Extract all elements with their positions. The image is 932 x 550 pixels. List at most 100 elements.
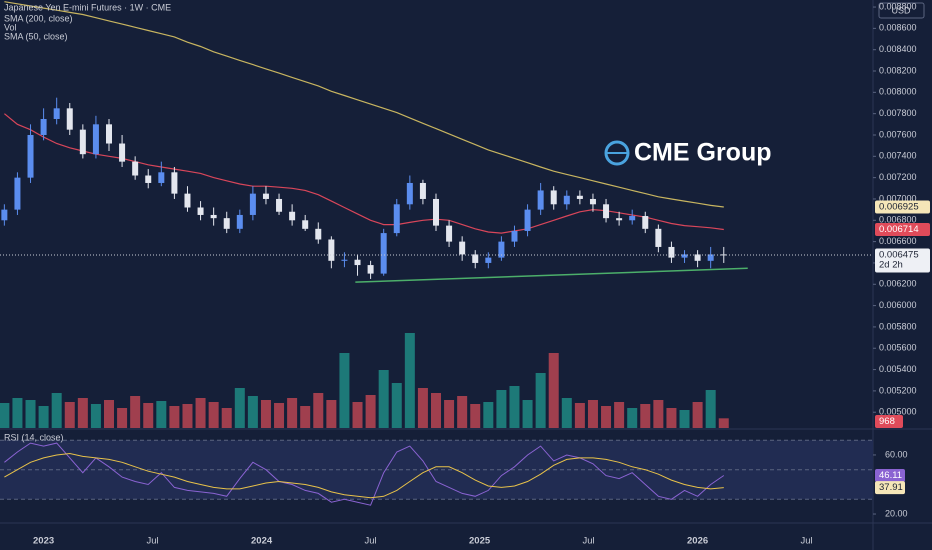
y-tick-label: 0.008400 bbox=[879, 44, 917, 54]
candle-body bbox=[53, 108, 60, 119]
volume-bar bbox=[666, 408, 677, 428]
volume-bar bbox=[300, 406, 311, 428]
rsi-tag-box bbox=[875, 468, 905, 482]
y-tick-label: 0.005600 bbox=[879, 343, 917, 353]
volume-bar bbox=[208, 402, 219, 428]
volume-bar bbox=[679, 410, 690, 428]
y-tick-label: 0.007800 bbox=[879, 108, 917, 118]
candle-body bbox=[433, 198, 439, 226]
candle-body bbox=[472, 254, 479, 263]
last-price-box bbox=[875, 248, 930, 273]
y-tick-label: 0.006200 bbox=[879, 279, 917, 289]
volume-bar bbox=[431, 393, 441, 428]
candle-body bbox=[315, 228, 322, 240]
x-tick-label: 2024 bbox=[251, 536, 273, 547]
y-tick-label: 0.006600 bbox=[879, 236, 917, 246]
y-tick-label: 0.006000 bbox=[879, 300, 917, 310]
rsi-title: RSI (14, close) bbox=[4, 432, 64, 442]
volume-bar bbox=[404, 333, 415, 428]
candle-body bbox=[668, 246, 675, 258]
volume-bar bbox=[195, 398, 206, 428]
volume-tag: 968 bbox=[879, 416, 895, 427]
candle-body bbox=[681, 254, 688, 258]
sma-tag: 0.006714 bbox=[879, 224, 919, 235]
candle-body bbox=[367, 265, 374, 274]
y-tick-label: 0.005000 bbox=[879, 407, 917, 417]
candle-body bbox=[589, 198, 596, 205]
candle-body bbox=[40, 118, 47, 135]
candle-body bbox=[511, 230, 518, 242]
y-tick-label: 0.007400 bbox=[879, 151, 917, 161]
volume-bar bbox=[64, 402, 75, 428]
rsi-line bbox=[4, 452, 724, 499]
volume-bar bbox=[417, 388, 428, 428]
volume-bar bbox=[378, 370, 389, 428]
candle-body bbox=[550, 190, 557, 205]
candle-body bbox=[171, 172, 178, 194]
rsi-line bbox=[4, 442, 725, 506]
volume-bar bbox=[156, 401, 167, 428]
y-tick-label: 0.005800 bbox=[879, 321, 917, 331]
x-tick-label: 2026 bbox=[687, 536, 708, 547]
logo: CME Group bbox=[604, 139, 772, 167]
volume-bar bbox=[0, 403, 10, 428]
candle-body bbox=[145, 175, 152, 183]
volume-bar bbox=[444, 400, 455, 428]
candle-body bbox=[393, 204, 400, 234]
candle-body bbox=[92, 124, 99, 155]
candle-body bbox=[354, 259, 361, 266]
volume-bar bbox=[535, 373, 546, 428]
candle-body bbox=[27, 134, 34, 178]
volume-bar bbox=[25, 400, 36, 428]
volume-bar bbox=[339, 353, 350, 428]
volume-bar bbox=[117, 408, 128, 428]
currency[interactable]: USD bbox=[891, 5, 911, 15]
y-tick-label: 0.008800 bbox=[879, 1, 917, 11]
candle-body bbox=[576, 195, 583, 199]
volume-bar bbox=[182, 404, 193, 428]
candle-body bbox=[210, 214, 217, 219]
sma-tag-box bbox=[875, 222, 930, 236]
candle-body bbox=[498, 241, 505, 258]
volume-bar bbox=[718, 418, 729, 428]
volume-bar bbox=[234, 388, 245, 428]
volume-bar bbox=[653, 400, 664, 428]
countdown: 2d 2h bbox=[879, 259, 903, 270]
candle-body bbox=[14, 177, 21, 210]
volume-bar bbox=[51, 393, 62, 428]
candle-body bbox=[380, 233, 387, 274]
candle-body bbox=[249, 193, 256, 215]
volume-bar bbox=[692, 402, 703, 428]
volume-bar bbox=[509, 386, 520, 428]
volume-bar bbox=[130, 396, 141, 428]
logo-text: CME Group bbox=[634, 139, 772, 167]
candle-body bbox=[419, 182, 426, 199]
volume-bar bbox=[574, 403, 585, 428]
candle-body bbox=[616, 218, 623, 221]
volume-bar bbox=[12, 398, 23, 428]
volume-bar bbox=[90, 404, 101, 428]
y-tick-label: 0.008600 bbox=[879, 23, 917, 33]
y-tick-label: 20.00 bbox=[885, 508, 908, 518]
candle-body bbox=[694, 254, 701, 261]
y-tick-label: 0.008200 bbox=[879, 65, 917, 75]
volume-bar bbox=[104, 400, 114, 428]
last-price-tag: 0.006475 bbox=[879, 249, 919, 260]
y-tick-label: 0.007200 bbox=[879, 172, 917, 182]
y-tick-label: 0.007000 bbox=[879, 193, 917, 203]
sma-tag: 0.006925 bbox=[879, 201, 919, 212]
y-tick-label: 0.005200 bbox=[879, 385, 917, 395]
volume-bar bbox=[77, 398, 88, 428]
x-tick-label: Jul bbox=[583, 536, 595, 547]
volume-bar bbox=[470, 404, 481, 428]
candle-body bbox=[132, 161, 139, 176]
volume-bar bbox=[287, 398, 298, 428]
candle-body bbox=[655, 228, 662, 247]
volume-bar bbox=[522, 400, 533, 428]
volume-tag-box bbox=[875, 415, 903, 428]
rsi-tag: 37.91 bbox=[879, 482, 903, 493]
candle-body bbox=[563, 195, 570, 205]
currency-box[interactable] bbox=[878, 2, 925, 19]
